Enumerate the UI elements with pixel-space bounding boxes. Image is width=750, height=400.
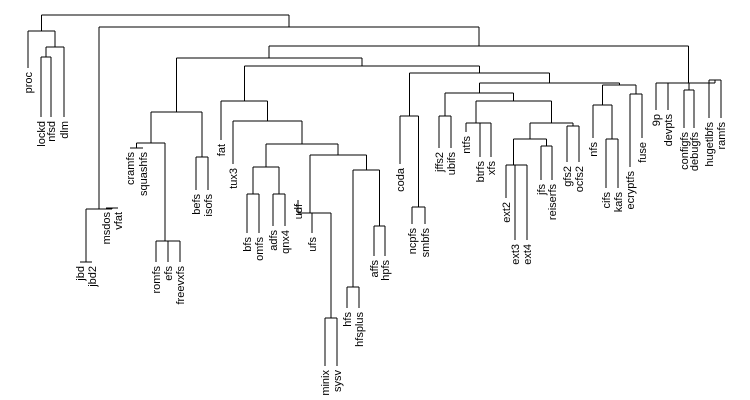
leaf-label-proc: proc [23,72,35,94]
leaf-label-efs: efs [163,266,175,281]
leaf-label-ubifs: ubifs [446,152,458,176]
leaf-label-fuse: fuse [637,142,649,163]
leaf-label-debugfs: debugfs [689,132,701,172]
leaf-label-ntfs: ntfs [461,136,473,154]
leaf-label-ext4: ext4 [522,244,534,265]
leaf-label-qnx4: qnx4 [280,230,292,254]
leaf-label-dlm: dlm [59,121,71,139]
leaf-label-romfs: romfs [151,266,163,294]
leaf-label-ramfs: ramfs [716,122,728,150]
leaf-label-cramfs: cramfs [125,152,137,186]
dendrogram-links [27,14,722,366]
leaf-label-cifs: cifs [601,192,613,209]
leaf-label-udf: udf [293,203,305,219]
leaf-label-minix: minix [320,370,332,396]
leaf-label-coda: coda [395,167,407,192]
leaf-label-xfs: xfs [486,161,498,176]
leaf-label-smbfs: smbfs [420,228,432,258]
leaf-label-affs: affs [369,260,381,278]
leaf-label-devpts: devpts [663,114,675,147]
leaf-label-ext3: ext3 [510,244,522,265]
leaf-label-nfsd: nfsd [46,121,58,142]
leaf-label-configfs: configfs [679,132,691,170]
leaf-label-adfs: adfs [268,230,280,251]
leaf-label-jffs2: jffs2 [434,152,446,173]
leaf-label-lockd: lockd [36,121,48,147]
leaf-label-ncpfs: ncpfs [407,228,419,255]
leaf-label-msdos: msdos [101,212,113,245]
leaf-label-jfs: jfs [536,184,548,197]
leaf-label-btrfs: btrfs [475,161,487,183]
leaf-label-fat: fat [216,144,228,156]
leaf-label-hfs: hfs [342,312,354,327]
leaf-label-gfs2: gfs2 [562,166,574,187]
leaf-label-bfs: bfs [242,237,254,252]
leaf-label-befs: befs [191,194,203,215]
leaf-label-jbd2: jbd2 [87,266,99,288]
leaf-label-9p: 9p [651,114,663,126]
leaf-label-kafs: kafs [613,192,625,213]
leaf-label-hpfs: hpfs [380,260,392,281]
leaf-label-hugetlbfs: hugetlbfs [704,122,716,167]
leaf-label-ecryptfs: ecryptfs [625,171,637,210]
leaf-label-hfsplus: hfsplus [354,312,366,347]
leaf-label-ufs: ufs [307,237,319,252]
leaf-label-vfat: vfat [113,212,125,230]
leaf-label-jbd: jbd [75,266,87,282]
leaf-label-tux3: tux3 [228,168,240,189]
leaf-label-sysv: sysv [332,370,344,393]
leaf-label-omfs: omfs [254,237,266,261]
leaf-label-isofs: isofs [203,194,215,217]
leaf-label-freevxfs: freevxfs [175,266,187,305]
leaf-label-nfs: nfs [588,142,600,157]
leaf-label-ocfs2: ocfs2 [574,166,586,192]
leaf-label-reiserfs: reiserfs [547,184,559,221]
leaf-label-squashfs: squashfs [138,152,150,197]
leaf-label-ext2: ext2 [501,202,513,223]
